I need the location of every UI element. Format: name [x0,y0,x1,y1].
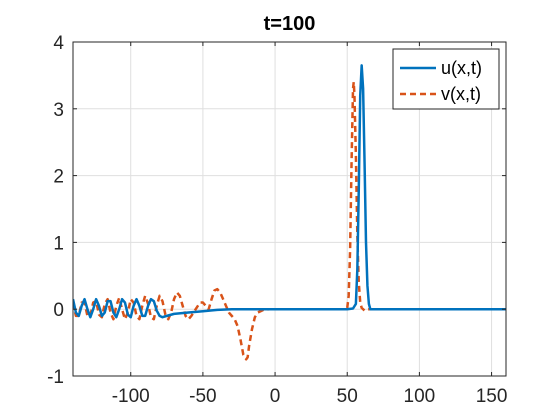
y-tick-label: 2 [53,167,64,188]
y-tick-label: -1 [47,367,64,388]
legend-box [392,48,500,110]
legend: u(x,t) v(x,t) [392,48,500,110]
legend-label-v: v(x,t) [441,84,481,104]
chart-title: t=100 [264,13,316,35]
x-tick-label: -50 [189,386,216,407]
plot-frame [72,41,507,377]
y-tick-label: 4 [53,33,64,54]
y-tick-label: 3 [53,100,64,121]
x-tick-label: 0 [270,386,281,407]
y-tick-label: 1 [53,233,64,254]
legend-label-u: u(x,t) [441,58,482,78]
x-tick-label: 100 [404,386,436,407]
x-tick-label: 150 [476,386,508,407]
ticks: -100 -50 0 50 100 150 -1 0 1 2 3 4 [47,33,507,407]
x-tick-label: 50 [337,386,358,407]
series-line-v [73,80,506,361]
x-tick-label: -100 [112,386,150,407]
series-line-u [73,64,506,319]
series-layer [73,64,506,361]
y-tick-label: 0 [53,300,64,321]
